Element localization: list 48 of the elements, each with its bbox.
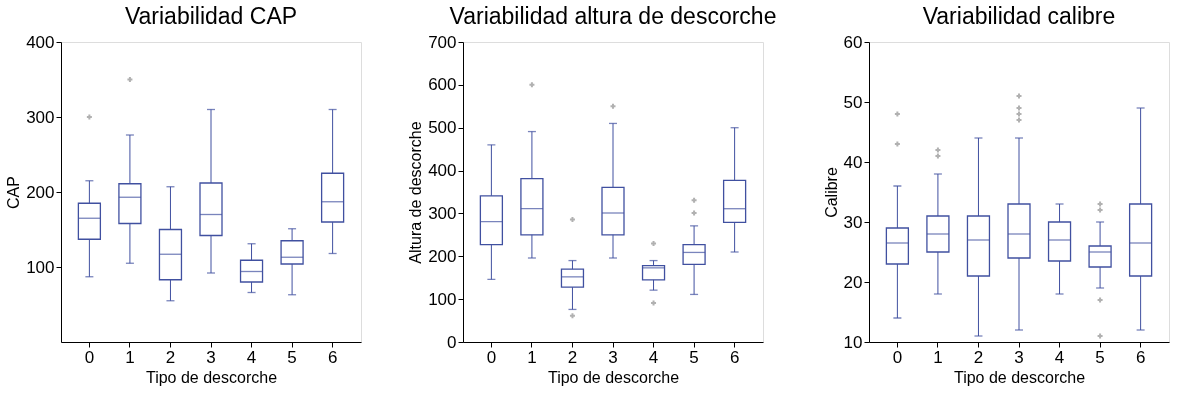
y-tick-label: 10 [843, 332, 863, 352]
x-tick-label: 2 [165, 347, 176, 367]
y-tick-label: 500 [428, 118, 457, 138]
y-tick-label: 200 [26, 182, 55, 202]
y-tick-label: 20 [843, 272, 863, 292]
x-tick-label: 5 [689, 347, 699, 367]
x-tick-label: 5 [287, 347, 297, 367]
y-tick-label: 30 [843, 212, 863, 232]
y-tick-label: 400 [26, 32, 55, 52]
x-tick-label: 0 [892, 347, 903, 367]
y-tick-label: 40 [843, 152, 863, 172]
y-tick-label: 400 [428, 161, 457, 181]
x-tick-label: 6 [1135, 347, 1146, 367]
x-tick-label: 0 [84, 347, 95, 367]
x-tick-label: 3 [1014, 347, 1024, 367]
y-tick-label: 60 [843, 32, 863, 52]
y-tick-label: 50 [843, 92, 863, 112]
x-tick-label: 5 [1095, 347, 1105, 367]
y-tick-label: 0 [447, 332, 457, 352]
chart-title: Variabilidad altura de descorche [449, 3, 777, 29]
y-axis-title: Calibre [822, 167, 840, 218]
y-tick-label: 700 [428, 32, 457, 52]
x-tick-label: 3 [608, 347, 618, 367]
x-axis-title: Tipo de descorche [145, 368, 278, 386]
y-tick-label: 300 [26, 107, 55, 127]
y-tick-label: 100 [428, 289, 457, 309]
x-tick-label: 4 [246, 347, 257, 367]
x-tick-label: 1 [125, 347, 135, 367]
y-tick-label: 100 [26, 257, 55, 277]
x-axis-title: Tipo de descorche [953, 368, 1086, 386]
y-axis-title: Altura de descorche [407, 121, 425, 264]
y-tick-label: 300 [428, 203, 457, 223]
x-tick-label: 6 [327, 347, 338, 367]
x-tick-label: 0 [486, 347, 497, 367]
x-tick-label: 3 [206, 347, 216, 367]
y-tick-label: 200 [428, 246, 457, 266]
x-tick-label: 4 [648, 347, 659, 367]
y-axis-title: CAP [5, 176, 23, 209]
x-tick-label: 4 [1054, 347, 1065, 367]
chart-title: Variabilidad CAP [124, 3, 298, 29]
x-tick-label: 6 [729, 347, 740, 367]
x-tick-label: 1 [527, 347, 537, 367]
x-tick-label: 2 [567, 347, 578, 367]
chart-title: Variabilidad calibre [922, 3, 1116, 29]
y-tick-label: 600 [428, 75, 457, 95]
x-tick-label: 1 [933, 347, 943, 367]
x-tick-label: 2 [973, 347, 984, 367]
x-axis-title: Tipo de descorche [547, 368, 680, 386]
